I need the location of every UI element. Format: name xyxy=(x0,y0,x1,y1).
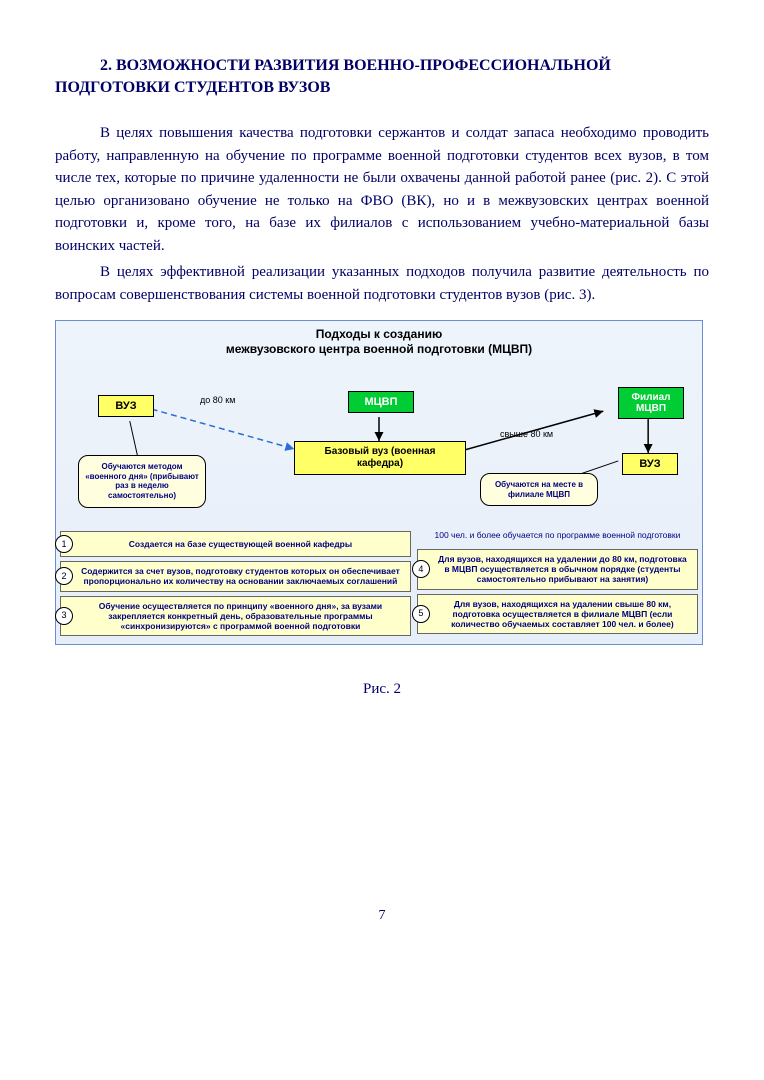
side-note: 100 чел. и более обучается по программе … xyxy=(417,531,698,545)
figure-title: Подходы к созданию межвузовского центра … xyxy=(60,327,698,357)
notes-col-right: 100 чел. и более обучается по программе … xyxy=(417,531,698,634)
notes-grid: 1 Создается на базе существующей военной… xyxy=(60,531,698,636)
note-num-5: 5 xyxy=(412,605,430,623)
callout-right: Обучаются на месте в филиале МЦВП xyxy=(480,473,598,506)
note-1: 1 Создается на базе существующей военной… xyxy=(60,531,411,557)
paragraph-1: В целях повышения качества подготовки се… xyxy=(55,122,709,257)
document-page: 2. ВОЗМОЖНОСТИ РАЗВИТИЯ ВОЕННО-ПРОФЕССИО… xyxy=(0,0,764,964)
node-mcvp: МЦВП xyxy=(348,391,414,413)
note-text-2: Содержится за счет вузов, подготовку сту… xyxy=(79,566,402,586)
distance-left: до 80 км xyxy=(200,395,235,405)
note-num-3: 3 xyxy=(55,607,73,625)
paragraph-2: В целях эффективной реализации указанных… xyxy=(55,261,709,306)
figure-title-line1: Подходы к созданию xyxy=(316,327,442,341)
distance-right: свыше 80 км xyxy=(500,429,553,439)
section-title: 2. ВОЗМОЖНОСТИ РАЗВИТИЯ ВОЕННО-ПРОФЕССИО… xyxy=(55,55,709,98)
note-5: 5 Для вузов, находящихся на удалении свы… xyxy=(417,594,698,635)
node-vuz-left: ВУЗ xyxy=(98,395,154,417)
figure-title-line2: межвузовского центра военной подготовки … xyxy=(226,342,532,356)
flow-area: ВУЗ до 80 км МЦВП Филиал МЦВП свыше 80 к… xyxy=(60,361,698,529)
note-text-1: Создается на базе существующей военной к… xyxy=(129,539,352,549)
note-4: 4 Для вузов, находящихся на удалении до … xyxy=(417,549,698,590)
node-vuz-right: ВУЗ xyxy=(622,453,678,475)
note-text-5: Для вузов, находящихся на удалении свыше… xyxy=(436,599,689,630)
callout-left: Обучаются методом «военного дня» (прибыв… xyxy=(78,455,206,507)
figure-caption: Рис. 2 xyxy=(55,681,709,698)
note-num-2: 2 xyxy=(55,567,73,585)
figure-2: Подходы к созданию межвузовского центра … xyxy=(55,320,703,645)
note-num-1: 1 xyxy=(55,535,73,553)
note-text-3: Обучение осуществляется по принципу «вое… xyxy=(79,601,402,632)
note-text-4: Для вузов, находящихся на удалении до 80… xyxy=(436,554,689,585)
page-number: 7 xyxy=(55,908,709,924)
node-branch: Филиал МЦВП xyxy=(618,387,684,419)
notes-col-left: 1 Создается на базе существующей военной… xyxy=(60,531,411,636)
node-base-vuz: Базовый вуз (военная кафедра) xyxy=(294,441,466,475)
note-num-4: 4 xyxy=(412,560,430,578)
note-3: 3 Обучение осуществляется по принципу «в… xyxy=(60,596,411,637)
note-2: 2 Содержится за счет вузов, подготовку с… xyxy=(60,561,411,591)
figure-2-wrap: Подходы к созданию межвузовского центра … xyxy=(55,320,709,698)
